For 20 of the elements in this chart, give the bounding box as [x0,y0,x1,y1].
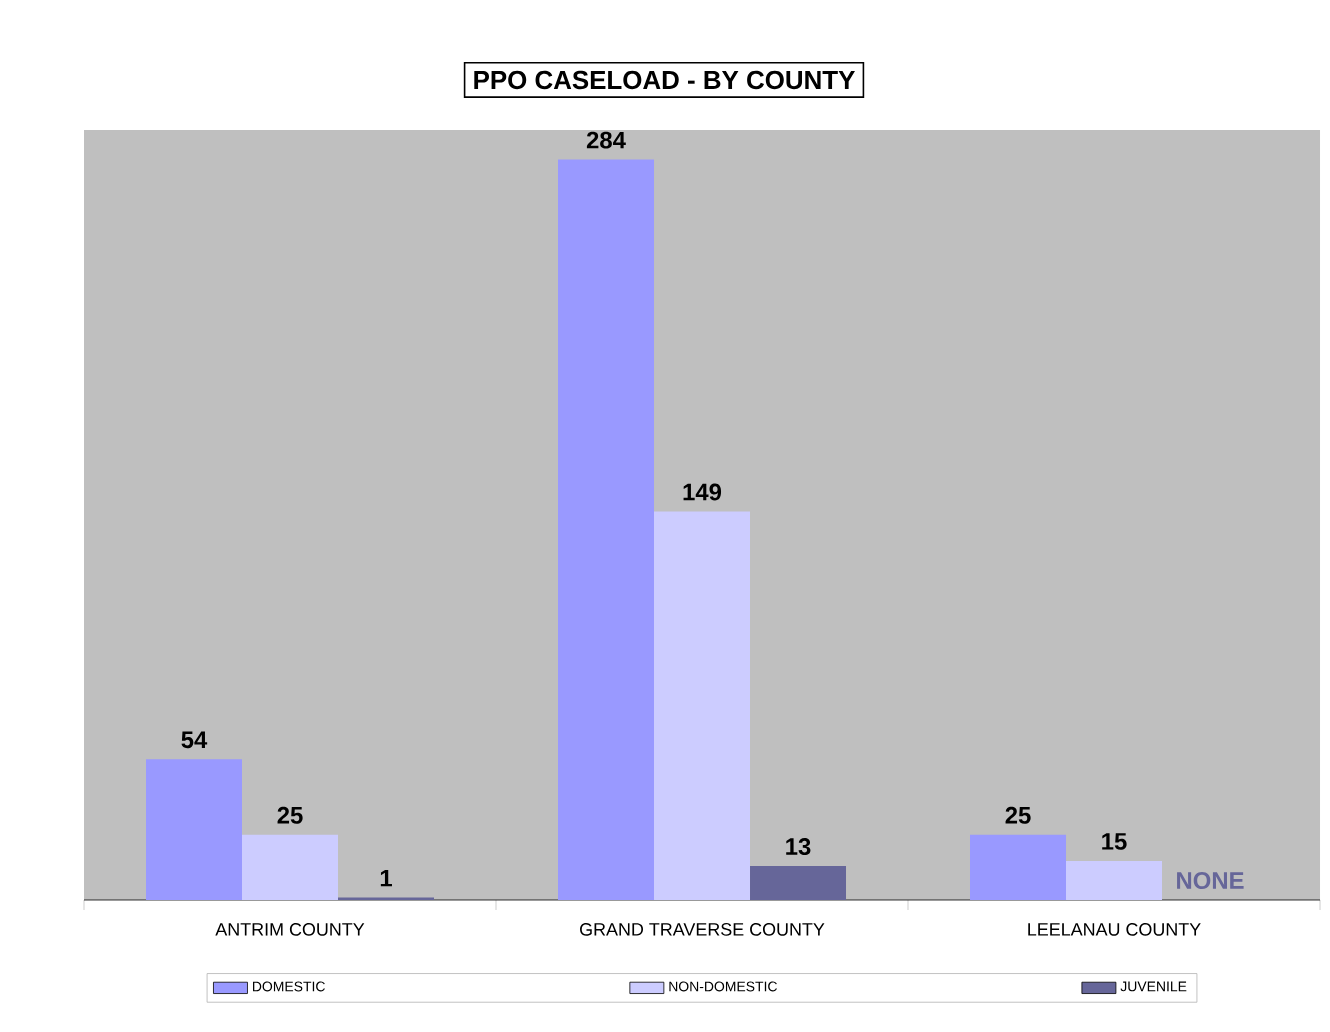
data-label: 149 [683,483,722,501]
bar [1066,860,1163,900]
text: NONE [1177,872,1244,889]
data-label: 25 [277,806,303,824]
data-label: 13 [786,838,811,856]
bar [242,834,338,900]
data-label: 284 [586,131,626,149]
x-tick-label: LEELANAU COUNTY [1028,923,1201,936]
bar [558,159,655,900]
bar [750,866,847,900]
bar [970,834,1067,900]
bar [146,759,242,900]
x-tick-label: GRAND TRAVERSE COUNTY [580,923,825,936]
data-label: 54 [181,731,208,749]
data-label: 1 [380,869,392,887]
bar [654,511,751,900]
data-label: 15 [1102,833,1127,850]
data-label: 25 [1005,806,1031,824]
x-tick-label: ANTRIM COUNTY [215,923,365,936]
chart-title: PPO CASELOAD - BY COUNTY [474,70,855,90]
